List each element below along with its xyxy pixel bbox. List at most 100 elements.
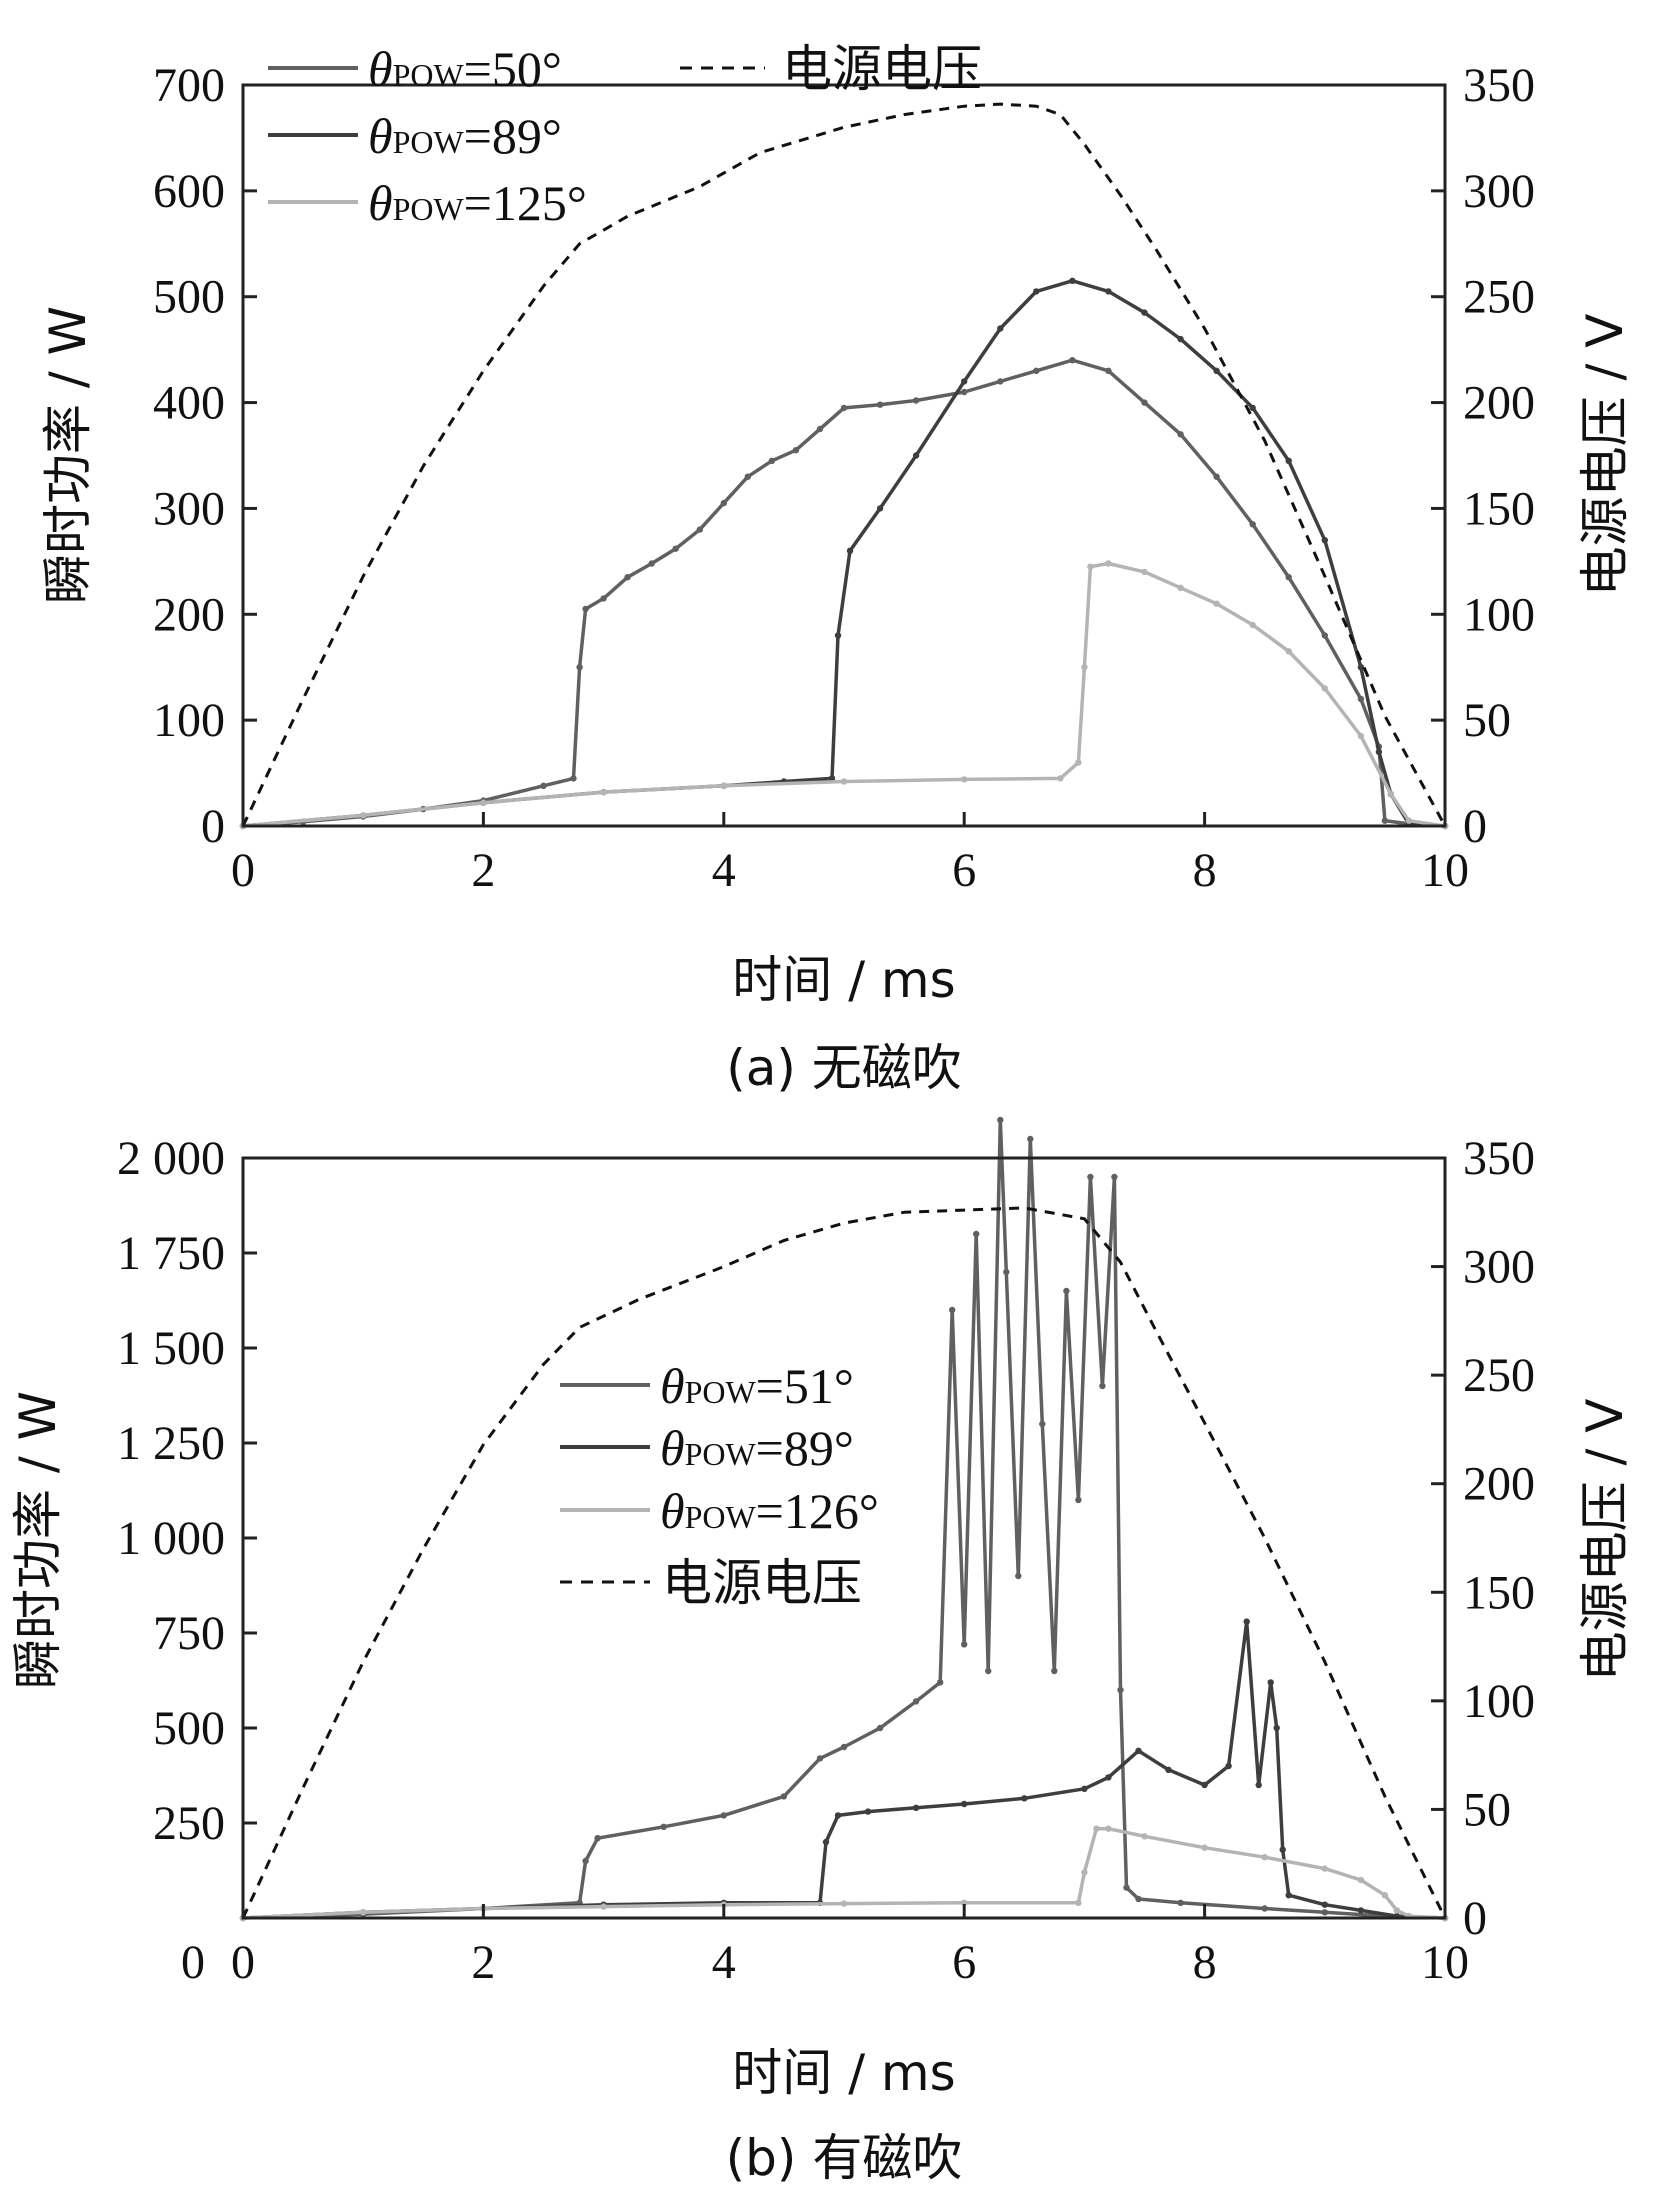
panel-a-x-tick-label: 8 (1193, 844, 1217, 897)
panel-b-series-0-point (1321, 1909, 1329, 1916)
panel-b-series-2-point (1105, 1825, 1112, 1832)
panel-a-series-1-point (1141, 309, 1148, 316)
panel-b-y-tick-label: 500 (153, 1702, 225, 1755)
panel-b-series-1-point (961, 1800, 968, 1808)
panel-a-series-0-point (600, 595, 607, 602)
panel-b-y2-tick-label: 200 (1463, 1458, 1535, 1511)
panel-b-x-tick-label: 10 (1421, 1936, 1469, 1989)
panel-a-legend-symbol-0: θ (368, 41, 393, 97)
panel-b-series-2-point (1357, 1876, 1365, 1884)
panel-b-series-1-point (1279, 1846, 1286, 1853)
panel-b-series-0-point (1087, 1173, 1094, 1181)
panel-b-legend-item-1: θPOW=89° (560, 1420, 854, 1476)
panel-a-legend-symbol-1: θ (368, 108, 393, 164)
panel-b-series-1-point (912, 1804, 920, 1812)
panel-b-y-tick-label: 1 500 (117, 1322, 225, 1375)
panel-b-series-0-point (1075, 1496, 1082, 1504)
panel-b-series-2-point (1321, 1865, 1329, 1872)
panel-a-series-0-point (624, 574, 631, 581)
panel-a-y2-tick-label: 250 (1463, 271, 1535, 324)
panel-a-series-1-point (1033, 288, 1040, 295)
panel-a-legend-symbol-2: θ (368, 175, 393, 231)
panel-a-x-tick-label: 10 (1421, 844, 1469, 897)
panel-a-series-0-point (576, 664, 583, 671)
panel-b-y-axis-title: 瞬时功率 / W (9, 1391, 67, 1689)
panel-b-caption: (b) 有磁吹 (726, 2129, 963, 2187)
panel-a-series-2-point (1249, 621, 1256, 629)
panel-b-y2-tick-label: 0 (1463, 1892, 1487, 1945)
panel-a-series-2-point (600, 788, 607, 796)
panel-b-series-0-point (1117, 1686, 1124, 1694)
panel-a-series-1-point (1321, 537, 1329, 544)
panel-a-series-0-point (1285, 574, 1292, 581)
panel-b-legend-value-1: =89° (756, 1420, 854, 1476)
panel-b-series-2-point (1201, 1844, 1208, 1851)
panel-b-series-1-point (1267, 1679, 1274, 1686)
panel-a-y2-tick-label: 50 (1463, 694, 1511, 747)
panel-b-series-0-point (1135, 1895, 1142, 1903)
panel-a-series-2-point (1087, 563, 1094, 570)
panel-a-y2-tick-label: 100 (1463, 588, 1535, 641)
panel-a-series-2-point (1177, 584, 1184, 591)
svg-text:θPOW=89°: θPOW=89° (660, 1420, 854, 1476)
panel-b-series-1-point (1243, 1618, 1250, 1625)
panel-a-series-1-point (961, 378, 968, 385)
panel-b-series-1-point (1285, 1892, 1292, 1899)
panel-b-series-1-point (864, 1808, 872, 1815)
panel-b-legend-label-3: 电源电压 (662, 1554, 862, 1612)
panel-b-series-0-point (1039, 1420, 1046, 1428)
panel-b-y-tick-label: 1 750 (117, 1227, 225, 1280)
svg-text:θPOW=51°: θPOW=51° (660, 1358, 854, 1414)
panel-a-series-2-point (1387, 791, 1395, 798)
panel-b-series-line-3 (241, 1206, 1447, 1919)
panel-b-series-0-point (876, 1724, 884, 1732)
panel-a-y-tick-label: 200 (153, 588, 225, 641)
panel-b-series-2-point (1081, 1869, 1088, 1876)
panel-b-series-2-point (1261, 1854, 1268, 1861)
panel-a-legend-item-3: 电源电压 (680, 40, 982, 98)
panel-b-series-0-point (973, 1230, 980, 1238)
panel-b-series-0-point (660, 1823, 667, 1831)
panel-b-y-tick-label: 750 (153, 1607, 225, 1660)
panel-b-series-0-point (1123, 1884, 1130, 1891)
panel-a-series-0-point (840, 404, 848, 412)
panel-b-series-0-point (1261, 1905, 1268, 1912)
panel-a-series-1-point (1105, 288, 1112, 295)
panel-b-y-tick-label: 2 000 (117, 1132, 225, 1185)
panel-b-series-1-point (1273, 1724, 1280, 1732)
panel-b-series-0-point (937, 1679, 944, 1686)
panel-a-caption: (a) 无磁吹 (726, 1039, 962, 1097)
panel-a-y-tick-label: 100 (153, 694, 225, 747)
panel-b-series-0-point (1063, 1287, 1070, 1295)
panel-b-series-1-point (1321, 1901, 1329, 1908)
panel-a-series-0-point (1069, 357, 1076, 364)
panel-b-series-0-point (997, 1116, 1004, 1124)
panel-a-series-1-point (1177, 335, 1184, 343)
panel-a-series-line-3 (241, 102, 1447, 827)
panel-b-legend-item-2: θPOW=126° (560, 1483, 879, 1539)
panel-a-series-0-point (1177, 431, 1184, 438)
panel-a-series-0-point (997, 378, 1004, 385)
panel-a-legend-item-2: θPOW=125° (268, 175, 587, 231)
panel-b-series-0-point (780, 1793, 788, 1800)
panel-a-series-1-point (1213, 367, 1220, 374)
panel-a-series-group (239, 102, 1449, 830)
panel-a-plot-frame (241, 83, 1447, 828)
panel-a-series-0-point (876, 401, 884, 408)
panel-a-series-1-point (1375, 748, 1383, 756)
panel-a-ticks: 0 2 4 6 8 10010020030040050060070005010015020… (153, 59, 1535, 897)
panel-a-series-0-point (1381, 817, 1389, 824)
panel-b-series-1-point (1135, 1747, 1142, 1755)
panel-b-series-0-point (1003, 1268, 1010, 1276)
svg-text:θPOW=125°: θPOW=125° (368, 175, 587, 231)
panel-a-series-1-point (997, 325, 1004, 332)
panel-a-series-line-2 (242, 561, 1446, 828)
panel-a-y-tick-label: 700 (153, 59, 225, 112)
panel-a-series-2-point (480, 799, 487, 806)
panel-b-legend-value-0: =51° (756, 1358, 854, 1414)
panel-b-series-0-point (840, 1743, 848, 1751)
panel-b-x-tick-label: 0 (231, 1936, 255, 1989)
panel-b-x-tick-label: 6 (952, 1936, 976, 1989)
panel-b-series-1-point (822, 1838, 830, 1846)
